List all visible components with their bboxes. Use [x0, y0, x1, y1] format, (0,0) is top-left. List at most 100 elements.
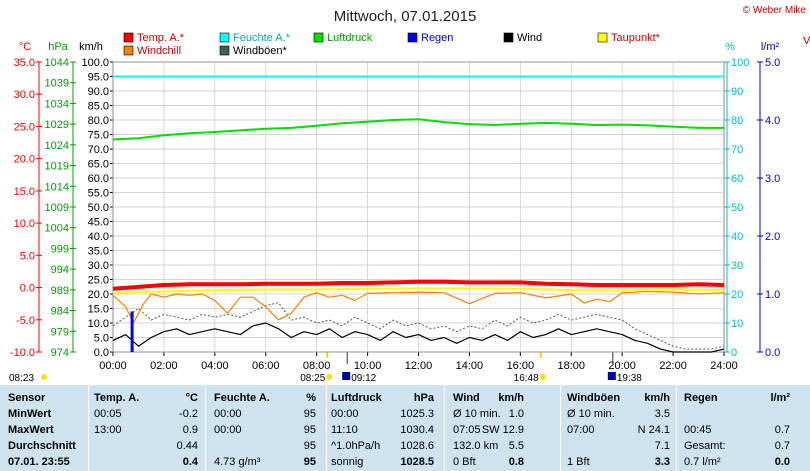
table-cell: 0.9 — [182, 424, 198, 436]
wind-tick-label: 5.0 — [94, 333, 109, 345]
table-header: Luftdruck — [331, 392, 382, 404]
humidity-tick-label: 100 — [731, 57, 749, 69]
table-cell: 0.7 — [774, 440, 790, 452]
table-cell: MaxWert — [8, 424, 54, 436]
table-header: Sensor — [8, 392, 46, 404]
wind-tick-label: 15.0 — [88, 304, 109, 316]
humidity-tick-label: 30 — [731, 260, 743, 272]
table-cell: 07.01. 23:55 — [8, 456, 70, 468]
table-cell: 00:45 — [684, 424, 712, 436]
pressure-tick-label: 1024 — [45, 140, 69, 152]
series-line-temp-a — [112, 279, 725, 291]
table-cell: ^1.0hPa/h — [331, 440, 381, 452]
x-tick-label: 10:00 — [354, 360, 382, 372]
rain-tick-label: 4.0 — [765, 115, 780, 127]
x-tick-label: 22:00 — [659, 360, 687, 372]
table-cell: 4.73 g/m³ — [214, 456, 261, 468]
table-cell: 1 Bft — [567, 456, 590, 468]
rain-tick-label: 1.0 — [765, 289, 780, 301]
table-cell: 1.0 — [508, 408, 524, 420]
rain-axis-unit: l/m² — [761, 41, 780, 53]
table-cell: Gesamt: — [684, 440, 726, 452]
humidity-tick-label: 0 — [731, 347, 737, 359]
series-line-taupunkt — [112, 287, 725, 294]
x-tick-label: 00:00 — [99, 360, 127, 372]
pressure-tick-label: 984 — [51, 306, 69, 318]
table-cell: 3.3 — [654, 456, 670, 468]
table-header: % — [306, 392, 316, 404]
table-cell: 95 — [303, 456, 316, 468]
table-cell: -0.2 — [179, 408, 198, 420]
wind-tick-label: 25.0 — [88, 275, 109, 287]
wind-tick-label: 75.0 — [88, 130, 109, 142]
pressure-tick-label: 1034 — [45, 98, 69, 110]
pressure-tick-label: 974 — [51, 347, 69, 359]
pressure-tick-label: 999 — [51, 243, 69, 255]
wind-tick-label: 90.0 — [88, 86, 109, 98]
table-header: km/h — [498, 392, 524, 404]
table-column-separator — [444, 385, 445, 471]
credit-text: © Weber Mike — [743, 5, 807, 16]
table-cell: 0.0 — [774, 456, 790, 468]
moon-time-label: 09:12 — [351, 373, 376, 384]
x-tick-label: 20:00 — [608, 360, 636, 372]
table-cell: SW 12.9 — [481, 424, 524, 436]
wind-tick-label: 40.0 — [88, 231, 109, 243]
legend-swatch — [219, 32, 230, 43]
table-column-separator — [326, 385, 327, 471]
wind-tick-label: 70.0 — [88, 144, 109, 156]
legend-label: Luftdruck — [327, 32, 373, 44]
wind-tick-label: 35.0 — [88, 246, 109, 258]
pressure-tick-label: 1039 — [45, 78, 69, 90]
pressure-tick-label: 1029 — [45, 119, 69, 131]
wind-tick-label: 50.0 — [88, 202, 109, 214]
humidity-tick-label: 90 — [731, 86, 743, 98]
pressure-tick-label: 989 — [51, 285, 69, 297]
sun-icon — [326, 374, 333, 380]
moon-time-label: 19:38 — [617, 373, 642, 384]
humidity-tick-label: 60 — [731, 173, 743, 185]
pressure-tick-label: 979 — [51, 326, 69, 338]
table-cell: 5.5 — [508, 440, 524, 452]
table-cell: 0.44 — [176, 440, 198, 452]
legend-label: Feuchte A.* — [233, 32, 291, 44]
table-header: km/h — [644, 392, 670, 404]
humidity-tick-label: 70 — [731, 144, 743, 156]
legend-swatch — [219, 45, 230, 56]
pressure-axis-unit: hPa — [48, 41, 68, 53]
x-tick-label: 14:00 — [456, 360, 484, 372]
table-header: °C — [185, 392, 198, 404]
temp-tick-label: 5.0 — [20, 250, 35, 262]
legend-label: Regen — [421, 32, 453, 44]
clipped-right-label: V — [803, 35, 810, 47]
wind-tick-label: 10.0 — [88, 318, 109, 330]
table-cell: 0.7 — [774, 424, 790, 436]
table-header: Wind — [453, 392, 480, 404]
table-column-separator — [205, 385, 206, 471]
table-column-separator — [560, 385, 561, 471]
rain-tick-label: 5.0 — [765, 57, 780, 69]
sun-icon — [41, 374, 47, 380]
legend-swatch — [503, 32, 514, 43]
humidity-tick-label: 40 — [731, 231, 743, 243]
x-tick-label: 06:00 — [252, 360, 280, 372]
table-cell: 1028.6 — [400, 440, 434, 452]
pressure-tick-label: 994 — [51, 264, 69, 276]
table-cell: 1028.5 — [400, 456, 434, 468]
temp-tick-label: 15.0 — [14, 186, 35, 198]
table-column-separator — [88, 385, 89, 471]
wind-tick-label: 20.0 — [88, 289, 109, 301]
legend-swatch — [597, 32, 608, 43]
axes: °C hPa km/h% l/m² 35.0 30.0 25.0 20.0 15.0 10.0 5.… — [9, 35, 810, 384]
moon-icon — [607, 372, 616, 380]
legend-swatch — [407, 32, 418, 43]
sun-time-label: 16:48 — [514, 373, 539, 384]
temp-tick-label: -5.0 — [16, 315, 35, 327]
table-cell: 07:00 — [567, 424, 595, 436]
table-cell: 0.7 l/m² — [684, 456, 721, 468]
table-cell: 95 — [303, 408, 316, 420]
temp-axis-unit: °C — [19, 41, 31, 53]
x-tick-label: 24:00 — [710, 360, 738, 372]
sun-icon — [539, 374, 546, 380]
wind-tick-label: 95.0 — [88, 72, 109, 84]
